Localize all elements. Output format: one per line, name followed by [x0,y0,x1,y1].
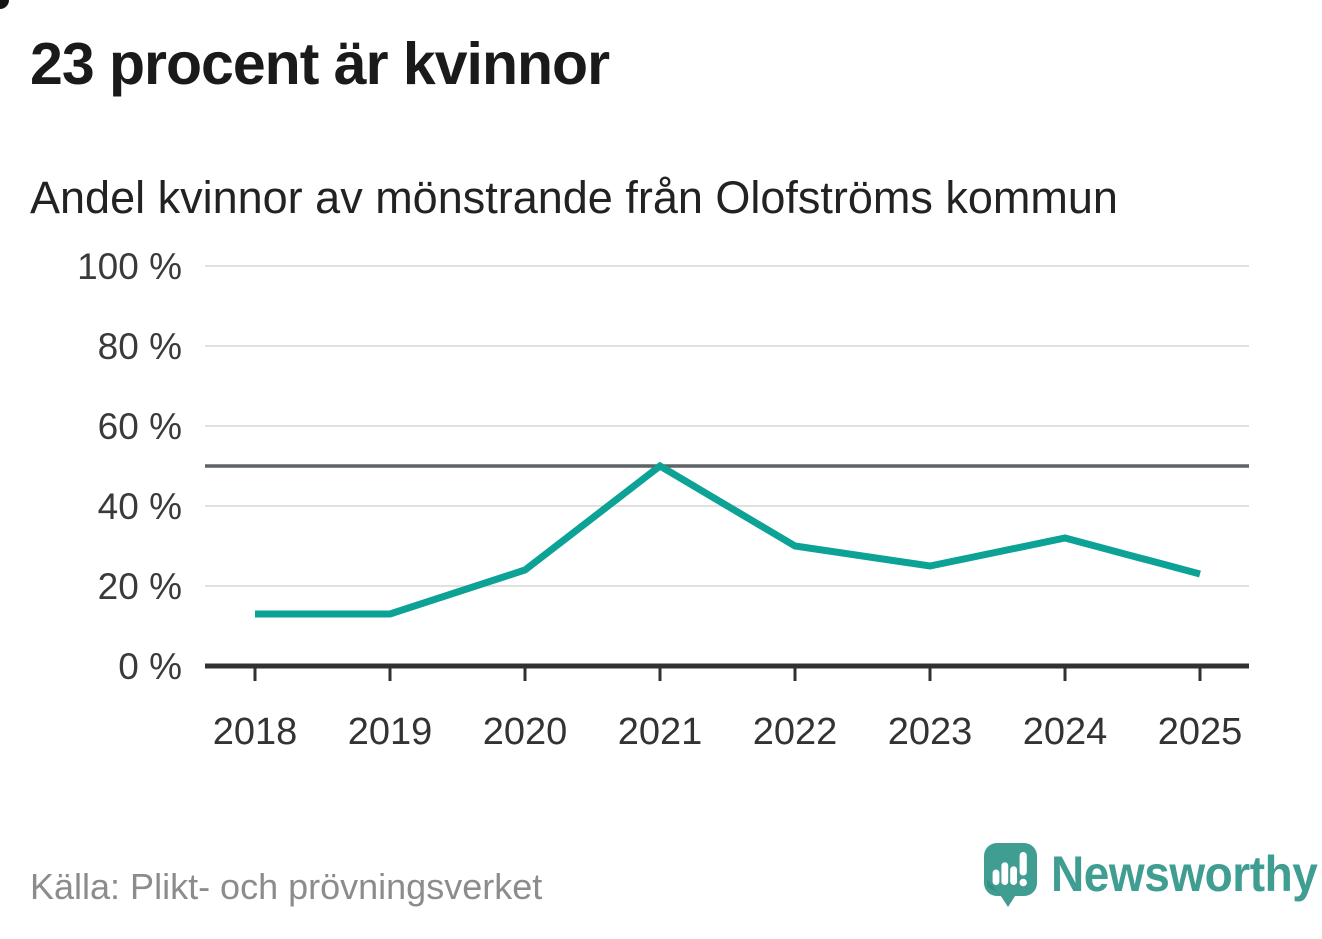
corner-artifact [0,0,9,9]
newsworthy-logo-icon [984,843,1037,907]
newsworthy-logo: Newsworthy [984,843,1322,909]
chart-subtitle: Andel kvinnor av mönstrande från Olofstr… [30,172,1118,223]
newsworthy-logo-text: Newsworthy [1051,846,1318,902]
y-axis-tick-label: 100 % [77,246,182,287]
y-axis-tick-label: 40 % [98,486,182,527]
data-line [255,461,1201,618]
x-axis-tick-label: 2020 [483,711,568,753]
source-note: Källa: Plikt- och prövningsverket [30,866,543,907]
y-axis-tick-label: 80 % [98,326,182,367]
x-axis-tick-label: 2023 [888,711,973,753]
y-axis-tick-label: 20 % [98,566,182,607]
y-axis-tick-label: 60 % [98,406,182,447]
x-axis-tick-label: 2022 [753,711,838,753]
x-axis-tick-label: 2018 [213,711,298,753]
x-axis-tick-label: 2025 [1158,711,1243,753]
y-axis-tick-label: 0 % [118,646,182,687]
x-axis-tick-label: 2024 [1023,711,1108,753]
x-axis-tick-label: 2021 [618,711,703,753]
x-axis-tick-label: 2019 [348,711,433,753]
headline: 23 procent är kvinnor [30,31,610,97]
